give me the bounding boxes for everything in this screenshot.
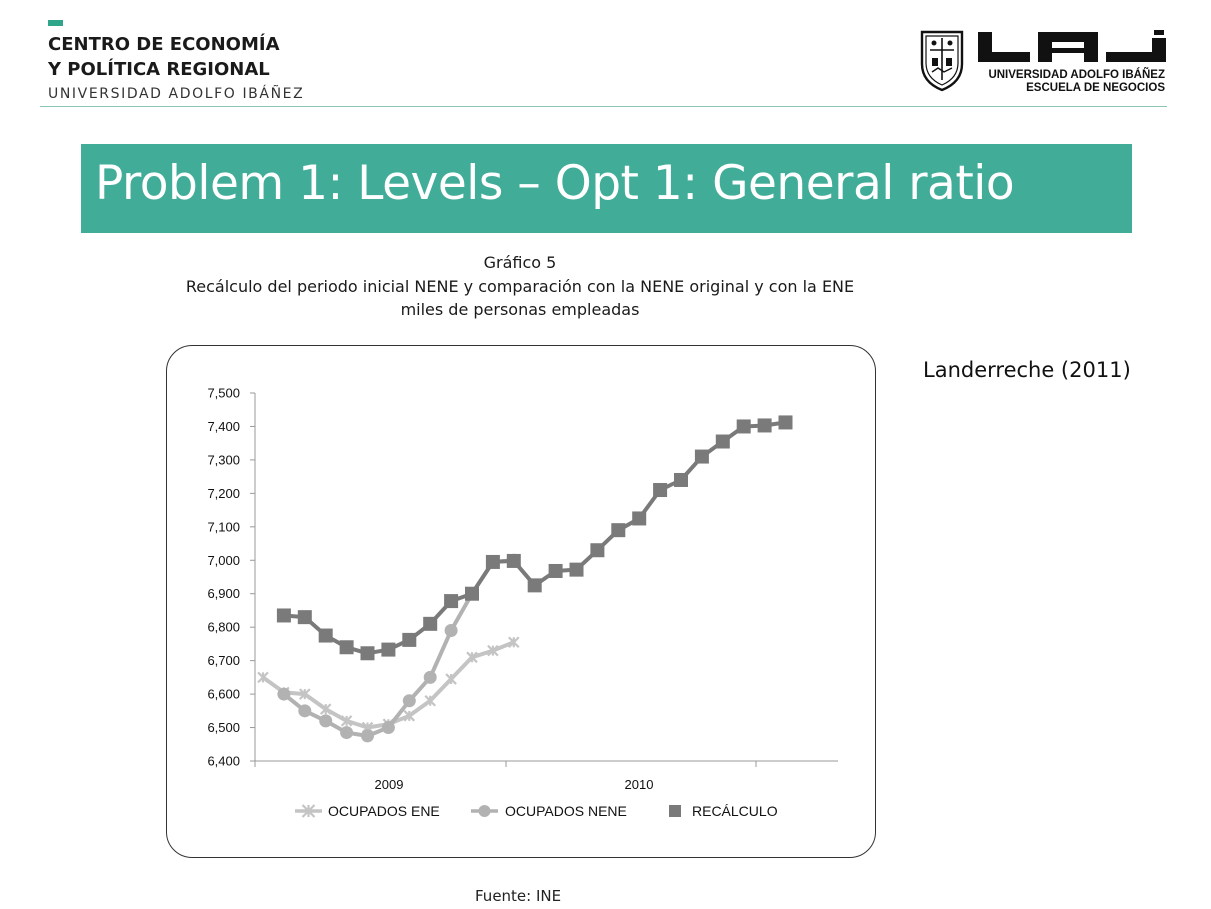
data-point-recalculo [674, 472, 688, 487]
slide-title-bar: Problem 1: Levels – Opt 1: General ratio [81, 144, 1132, 233]
data-point-recalculo [611, 523, 626, 538]
data-point-ene [301, 804, 316, 818]
y-tick-label: 7,400 [207, 419, 240, 434]
data-point-ene [445, 673, 457, 685]
data-point-recalculo [402, 632, 417, 647]
data-point-recalculo [694, 449, 709, 464]
data-point-nene [319, 714, 333, 728]
series-line-nene [282, 558, 514, 738]
data-point-ene [487, 644, 499, 657]
uai-school-name: ESCUELA DE NEGOCIOS [1026, 82, 1165, 94]
data-point-nene [381, 721, 395, 735]
data-point-recalculo [485, 554, 500, 569]
data-point-ene [340, 715, 353, 727]
y-tick-label: 6,800 [207, 620, 240, 635]
data-point-ene [424, 695, 436, 707]
x-tick-label: 2010 [625, 777, 654, 792]
y-tick-label: 6,900 [207, 586, 240, 601]
data-point-recalculo [590, 543, 605, 558]
figure-unit: miles de personas empleadas [400, 300, 640, 319]
y-tick-label: 6,700 [207, 653, 240, 668]
data-point-recalculo [381, 642, 396, 657]
data-point-recalculo [297, 610, 312, 625]
header-divider [40, 106, 1167, 107]
center-name-line2: Y POLÍTICA REGIONAL [48, 59, 270, 80]
data-point-ene [257, 671, 269, 684]
data-point-recalculo [465, 586, 479, 601]
data-point-recalculo [360, 646, 375, 661]
y-tick-label: 7,300 [207, 452, 240, 467]
data-point-recalculo [506, 553, 521, 568]
data-point-recalculo [569, 562, 584, 577]
data-point-nene [402, 694, 416, 708]
data-point-nene [478, 805, 491, 817]
data-point-ene [319, 703, 332, 715]
y-tick-label: 7,100 [207, 519, 240, 534]
y-tick-label: 7,200 [207, 486, 240, 501]
figure-source: Fuente: INE [475, 887, 562, 905]
x-tick-label: 2009 [375, 777, 404, 792]
legend-label-nene: OCUPADOS NENE [505, 803, 627, 819]
chart-frame [166, 345, 876, 858]
data-point-recalculo [548, 563, 563, 578]
legend-label-recalculo: RECÁLCULO [692, 803, 778, 819]
legend-label-ene: OCUPADOS ENE [328, 803, 440, 819]
data-point-ene [403, 710, 416, 722]
data-point-ene [508, 636, 520, 649]
data-point-recalculo [318, 628, 333, 643]
data-point-recalculo [669, 805, 681, 817]
data-point-recalculo [339, 640, 354, 655]
figure-title: Recálculo del periodo inicial NENE y com… [185, 277, 855, 296]
data-point-recalculo [653, 483, 668, 498]
data-point-recalculo [276, 608, 291, 623]
data-point-recalculo [736, 419, 751, 434]
uai-wordmark-logo [978, 30, 1166, 62]
data-point-ene [466, 651, 478, 664]
y-tick-label: 6,400 [207, 754, 240, 769]
y-tick-label: 7,500 [207, 386, 240, 401]
data-point-recalculo [632, 511, 647, 526]
data-point-nene [361, 729, 374, 743]
data-point-recalculo [527, 578, 542, 593]
data-point-ene [299, 688, 311, 700]
center-name-line1: CENTRO DE ECONOMÍA [48, 34, 280, 55]
data-point-recalculo [757, 418, 772, 433]
university-crest-logo [920, 30, 964, 92]
slide-title: Problem 1: Levels – Opt 1: General ratio [95, 156, 1015, 211]
brand-mark [48, 20, 63, 26]
data-point-nene [423, 670, 437, 684]
figure-number: Gráfico 5 [483, 253, 557, 272]
data-point-nene [444, 624, 458, 638]
center-university: UNIVERSIDAD ADOLFO IBÁÑEZ [48, 86, 305, 102]
y-tick-label: 6,500 [207, 720, 240, 735]
data-point-recalculo [444, 594, 459, 609]
data-point-recalculo [778, 415, 793, 430]
data-point-nene [277, 687, 291, 701]
data-point-recalculo [423, 616, 438, 631]
citation: Landerreche (2011) [923, 358, 1131, 382]
data-point-nene [298, 704, 312, 718]
uai-university-name: UNIVERSIDAD ADOLFO IBÁÑEZ [988, 69, 1165, 81]
data-point-nene [340, 726, 354, 740]
y-tick-label: 7,000 [207, 553, 240, 568]
y-tick-label: 6,600 [207, 687, 240, 702]
series-line-recalculo [283, 420, 786, 656]
data-point-recalculo [715, 434, 730, 449]
